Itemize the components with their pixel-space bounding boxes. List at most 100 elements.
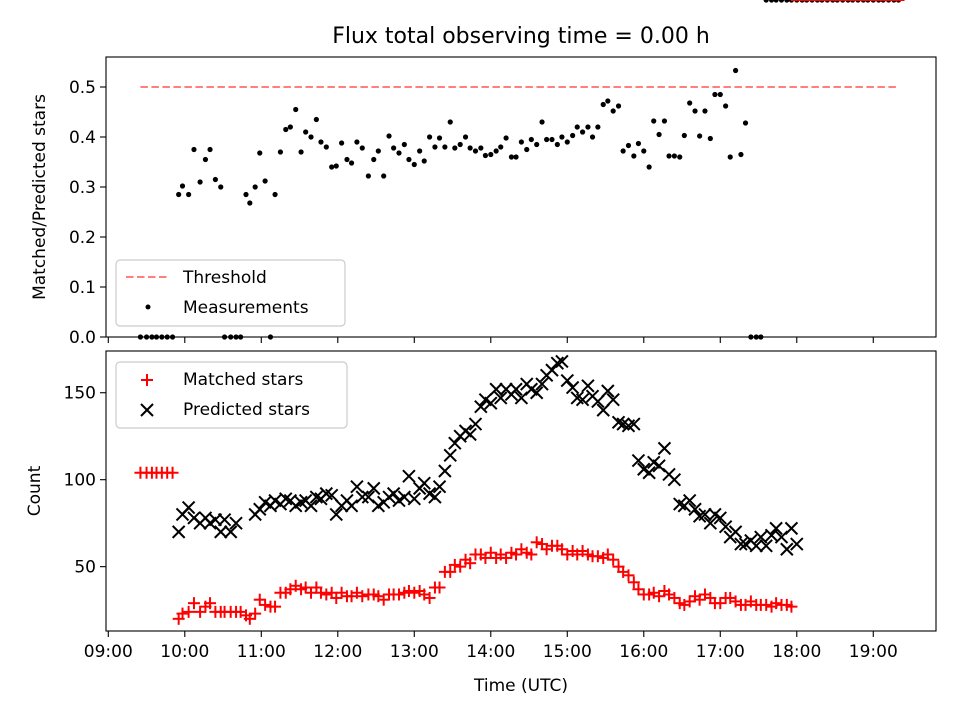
ratio-y-tick-label: 0.3 xyxy=(69,178,96,198)
measurement-point xyxy=(681,132,687,139)
matched-star-point xyxy=(182,605,195,618)
measurement-point xyxy=(411,161,417,168)
ratio-y-axis-label: Matched/Predicted stars xyxy=(30,94,50,300)
measurement-point xyxy=(426,134,433,140)
predicted-star-point xyxy=(214,525,228,539)
measurement-point xyxy=(391,145,397,151)
measurement-point xyxy=(697,133,703,139)
measurement-point xyxy=(421,158,427,164)
measurement-point xyxy=(365,173,371,179)
predicted-star-point xyxy=(657,441,672,456)
predicted-star-point xyxy=(627,417,641,431)
predicted-star-point xyxy=(355,490,369,504)
ratio-legend: Threshold Measurements xyxy=(115,259,346,327)
measurement-point xyxy=(625,142,632,149)
measurement-point xyxy=(534,141,540,148)
predicted-mark-stroke xyxy=(667,472,682,487)
matched-star-point xyxy=(299,581,312,594)
matched-star-point xyxy=(259,598,272,611)
predicted-mark-stroke xyxy=(565,380,580,395)
matched-star-point xyxy=(448,558,461,571)
matched-star-point xyxy=(770,597,783,610)
measurement-point xyxy=(570,132,576,139)
predicted-mark-stroke xyxy=(422,486,437,501)
predicted-star-point xyxy=(171,525,186,539)
measurement-point xyxy=(212,176,218,183)
matched-star-point xyxy=(253,593,266,606)
measurement-point xyxy=(396,150,402,156)
predicted-star-point xyxy=(769,521,783,536)
matched-star-point xyxy=(269,600,282,613)
predicted-star-point xyxy=(698,507,712,522)
predicted-mark-stroke xyxy=(268,493,282,508)
predicted-mark-stroke xyxy=(474,399,488,414)
predicted-star-point xyxy=(759,539,773,553)
predicted-mark-stroke xyxy=(575,392,590,407)
measurement-point xyxy=(528,136,534,143)
measurement-point xyxy=(482,152,489,159)
measurement-point xyxy=(386,133,392,139)
measurement-point xyxy=(417,148,423,154)
predicted-star-point xyxy=(529,386,544,400)
predicted-star-point xyxy=(484,396,498,410)
measurement-point xyxy=(472,148,479,154)
predicted-mark-stroke xyxy=(688,502,702,516)
predicted-mark-stroke xyxy=(759,539,773,553)
measurement-point xyxy=(308,134,314,140)
predicted-mark-stroke xyxy=(596,403,610,417)
predicted-star-point xyxy=(432,479,447,494)
counts-x-tick-label: 10:00 xyxy=(160,642,209,662)
measurement-point xyxy=(339,140,345,146)
measurement-point xyxy=(262,178,268,184)
matched-star-point xyxy=(176,607,189,620)
predicted-star-point xyxy=(631,453,646,468)
measurement-point xyxy=(666,153,672,159)
predicted-mark-stroke xyxy=(494,391,508,405)
measurements-legend-swatch xyxy=(145,304,151,310)
predicted-mark-stroke xyxy=(463,427,477,442)
ratio-y-axis: 0.0 0.1 0.2 0.3 0.4 0.5 xyxy=(69,78,106,348)
predicted-star-point xyxy=(463,427,477,442)
predicted-star-point xyxy=(611,415,626,430)
measurement-point xyxy=(313,116,319,123)
predicted-mark-stroke xyxy=(478,392,493,407)
measurement-point xyxy=(661,118,668,124)
measurement-point xyxy=(452,145,458,151)
predicted-star-point xyxy=(494,391,508,405)
predicted-mark-stroke xyxy=(780,542,794,556)
measurement-point xyxy=(442,144,448,150)
matched-star-point xyxy=(433,581,446,594)
measurement-point xyxy=(179,183,186,189)
matched-star-point xyxy=(204,597,217,610)
predicted-mark-stroke xyxy=(217,512,232,527)
matched-legend-swatch xyxy=(141,374,153,386)
predicted-mark-stroke xyxy=(734,537,748,551)
counts-x-tick-label: 13:00 xyxy=(390,642,439,662)
measurement-point xyxy=(303,129,309,135)
predicted-star-point xyxy=(550,356,565,370)
measurement-point xyxy=(559,134,565,140)
matched-star-point xyxy=(668,591,681,604)
predicted-star-point xyxy=(386,486,401,501)
predicted-star-point xyxy=(344,499,359,513)
measurement-point xyxy=(727,154,733,160)
matched-star-point xyxy=(408,586,421,599)
matched-star-point xyxy=(693,593,706,606)
predicted-mark-stroke xyxy=(524,382,539,396)
predicted-star-point xyxy=(728,525,743,539)
ratio-y-tick-label: 0.2 xyxy=(69,228,96,248)
predicted-mark-stroke xyxy=(652,459,666,473)
measurement-point xyxy=(723,103,729,109)
measurement-point xyxy=(610,108,616,114)
measurement-point xyxy=(488,151,494,158)
matched-star-point xyxy=(194,605,207,618)
predicted-star-point xyxy=(229,516,243,530)
chart-title: Flux total observing time = 0.00 h xyxy=(332,24,710,49)
predicted-mark-stroke xyxy=(616,417,630,431)
ratio-y-tick-label: 0.0 xyxy=(69,328,96,348)
counts-x-tick-label: 17:00 xyxy=(696,642,745,662)
predicted-star-point xyxy=(591,394,605,409)
measurement-point xyxy=(197,179,203,185)
predicted-mark-stroke xyxy=(529,386,544,400)
